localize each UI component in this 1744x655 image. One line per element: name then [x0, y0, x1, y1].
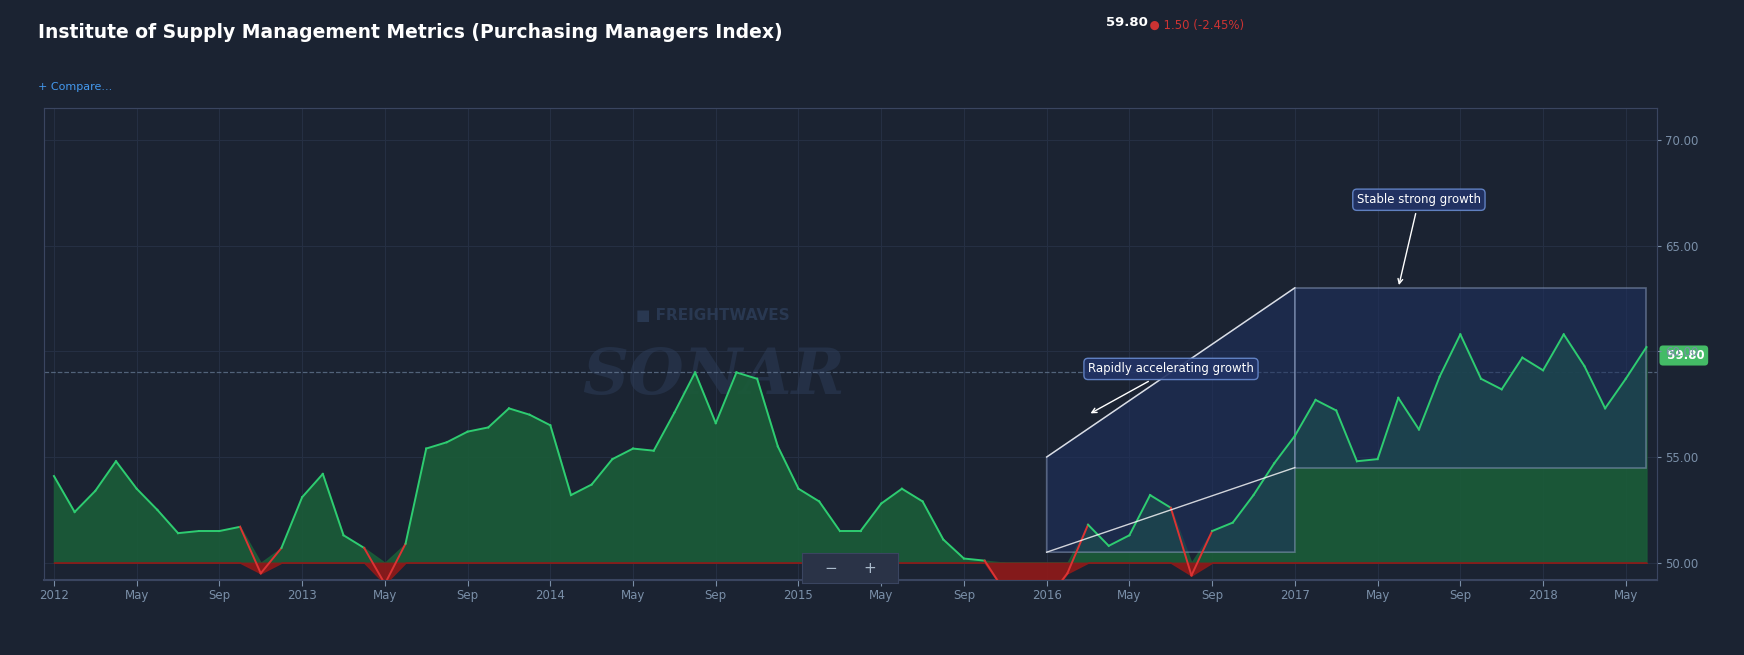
- Text: SONAR: SONAR: [582, 346, 844, 407]
- Text: Institute of Supply Management Metrics (Purchasing Managers Index): Institute of Supply Management Metrics (…: [38, 23, 783, 42]
- Text: Stable strong growth: Stable strong growth: [1357, 193, 1481, 284]
- Text: Rapidly accelerating growth: Rapidly accelerating growth: [1088, 362, 1254, 413]
- Text: 59.80: 59.80: [1106, 16, 1148, 29]
- Text: + Compare...: + Compare...: [38, 82, 113, 92]
- Text: +: +: [863, 561, 875, 576]
- Text: ■ FREIGHTWAVES: ■ FREIGHTWAVES: [637, 308, 790, 323]
- Text: −: −: [825, 561, 837, 576]
- Text: ● 1.50 (-2.45%): ● 1.50 (-2.45%): [1142, 18, 1245, 31]
- Polygon shape: [1046, 288, 1294, 552]
- Text: 59.80: 59.80: [1664, 349, 1704, 362]
- Bar: [1294, 288, 1646, 468]
